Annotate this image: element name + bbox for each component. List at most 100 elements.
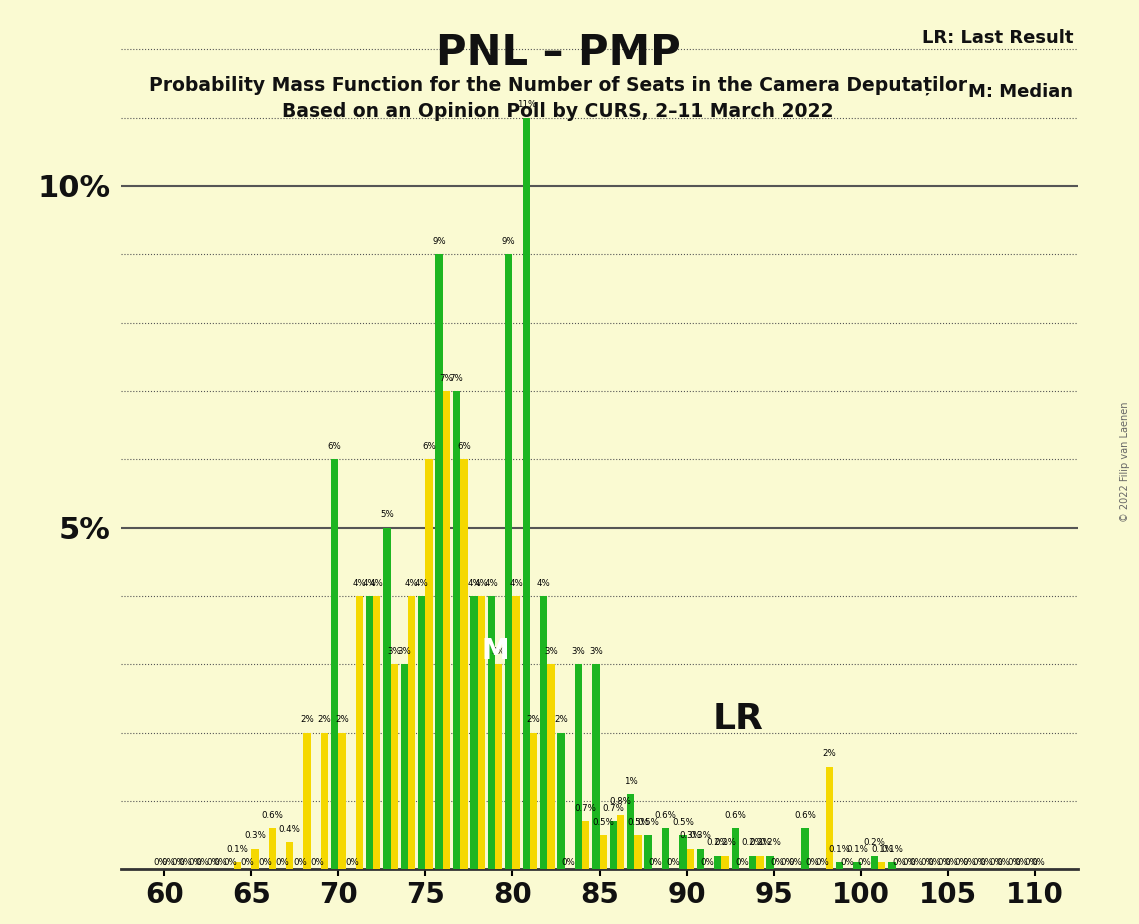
Bar bbox=[383, 528, 391, 869]
Text: 0.2%: 0.2% bbox=[741, 838, 763, 847]
Text: 0.2%: 0.2% bbox=[759, 838, 781, 847]
Text: 0%: 0% bbox=[788, 857, 802, 867]
Text: 11%: 11% bbox=[517, 101, 535, 109]
Text: 0%: 0% bbox=[972, 857, 986, 867]
Bar bbox=[756, 856, 763, 869]
Text: LR: LR bbox=[713, 702, 763, 736]
Text: 0%: 0% bbox=[1024, 857, 1038, 867]
Bar bbox=[540, 596, 547, 869]
Text: 0%: 0% bbox=[736, 857, 749, 867]
Bar bbox=[687, 848, 694, 869]
Text: 0.6%: 0.6% bbox=[724, 811, 746, 820]
Bar bbox=[470, 596, 477, 869]
Text: 0.2%: 0.2% bbox=[707, 838, 729, 847]
Text: 2%: 2% bbox=[822, 749, 836, 759]
Text: 0%: 0% bbox=[1007, 857, 1021, 867]
Bar bbox=[523, 117, 530, 869]
Text: 3%: 3% bbox=[544, 647, 558, 656]
Text: 0%: 0% bbox=[980, 857, 993, 867]
Text: 0.2%: 0.2% bbox=[714, 838, 736, 847]
Text: 0.5%: 0.5% bbox=[637, 818, 659, 827]
Text: 2%: 2% bbox=[335, 715, 349, 724]
Text: 4%: 4% bbox=[467, 578, 481, 588]
Text: 0%: 0% bbox=[562, 857, 575, 867]
Bar bbox=[425, 459, 433, 869]
Text: 0.5%: 0.5% bbox=[672, 818, 694, 827]
Text: 0%: 0% bbox=[196, 857, 210, 867]
Text: 0.7%: 0.7% bbox=[575, 804, 597, 813]
Bar bbox=[679, 835, 687, 869]
Text: 6%: 6% bbox=[328, 442, 342, 451]
Bar bbox=[628, 794, 634, 869]
Bar bbox=[582, 821, 590, 869]
Text: 3%: 3% bbox=[387, 647, 401, 656]
Bar bbox=[374, 596, 380, 869]
Bar bbox=[599, 835, 607, 869]
Bar bbox=[878, 862, 885, 869]
Bar bbox=[460, 459, 467, 869]
Bar bbox=[453, 391, 460, 869]
Text: 0%: 0% bbox=[161, 857, 174, 867]
Bar bbox=[391, 664, 398, 869]
Text: 0.1%: 0.1% bbox=[846, 845, 868, 854]
Bar bbox=[592, 664, 599, 869]
Text: 0%: 0% bbox=[276, 857, 289, 867]
Text: 0%: 0% bbox=[240, 857, 254, 867]
Text: 0%: 0% bbox=[213, 857, 227, 867]
Bar bbox=[871, 856, 878, 869]
Bar bbox=[495, 664, 502, 869]
Text: 0%: 0% bbox=[892, 857, 907, 867]
Bar bbox=[303, 733, 311, 869]
Bar bbox=[836, 862, 843, 869]
Text: 3%: 3% bbox=[572, 647, 585, 656]
Text: 4%: 4% bbox=[536, 578, 550, 588]
Text: M: M bbox=[482, 637, 509, 664]
Text: 3%: 3% bbox=[589, 647, 603, 656]
Text: 0%: 0% bbox=[666, 857, 680, 867]
Bar bbox=[714, 856, 721, 869]
Text: 0.1%: 0.1% bbox=[880, 845, 903, 854]
Bar bbox=[767, 856, 773, 869]
Text: 0%: 0% bbox=[841, 857, 854, 867]
Bar bbox=[477, 596, 485, 869]
Text: 3%: 3% bbox=[398, 647, 411, 656]
Text: 2%: 2% bbox=[301, 715, 314, 724]
Bar bbox=[435, 254, 443, 869]
Bar bbox=[801, 828, 809, 869]
Text: 0%: 0% bbox=[920, 857, 934, 867]
Text: 0%: 0% bbox=[188, 857, 203, 867]
Bar bbox=[853, 862, 861, 869]
Text: 0%: 0% bbox=[345, 857, 359, 867]
Text: 0%: 0% bbox=[1032, 857, 1046, 867]
Text: 0%: 0% bbox=[648, 857, 662, 867]
Text: 0.1%: 0.1% bbox=[227, 845, 248, 854]
Text: 0.7%: 0.7% bbox=[603, 804, 624, 813]
Text: 4%: 4% bbox=[362, 578, 376, 588]
Text: 0%: 0% bbox=[858, 857, 871, 867]
Text: 0.2%: 0.2% bbox=[749, 838, 771, 847]
Bar bbox=[252, 848, 259, 869]
Text: PNL – PMP: PNL – PMP bbox=[436, 32, 680, 74]
Text: 0%: 0% bbox=[927, 857, 941, 867]
Text: 4%: 4% bbox=[484, 578, 498, 588]
Text: 0%: 0% bbox=[805, 857, 819, 867]
Text: 0.6%: 0.6% bbox=[655, 811, 677, 820]
Text: © 2022 Filip van Laenen: © 2022 Filip van Laenen bbox=[1120, 402, 1130, 522]
Bar bbox=[418, 596, 425, 869]
Text: 0%: 0% bbox=[259, 857, 272, 867]
Bar bbox=[826, 767, 834, 869]
Text: 0.1%: 0.1% bbox=[871, 845, 893, 854]
Text: 6%: 6% bbox=[423, 442, 436, 451]
Bar bbox=[487, 596, 495, 869]
Text: 0%: 0% bbox=[223, 857, 237, 867]
Bar bbox=[609, 821, 617, 869]
Bar bbox=[557, 733, 565, 869]
Text: 2%: 2% bbox=[526, 715, 540, 724]
Bar bbox=[731, 828, 739, 869]
Text: 0%: 0% bbox=[937, 857, 951, 867]
Text: 0.3%: 0.3% bbox=[689, 832, 711, 841]
Text: 2%: 2% bbox=[555, 715, 568, 724]
Text: 0%: 0% bbox=[206, 857, 220, 867]
Bar bbox=[408, 596, 416, 869]
Text: 0%: 0% bbox=[154, 857, 167, 867]
